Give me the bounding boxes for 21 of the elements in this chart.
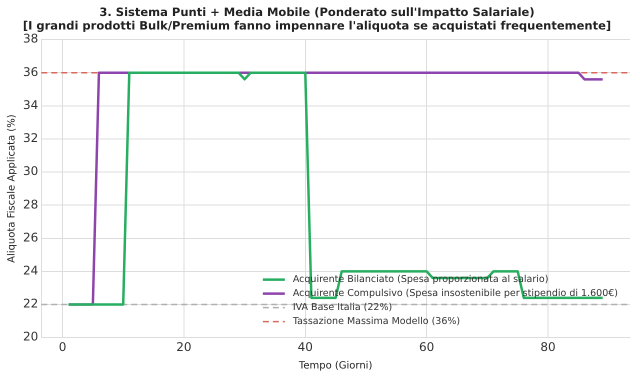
y-axis-title: Aliquota Fiscale Applicata (%) bbox=[6, 114, 18, 263]
y-tick-label: 36 bbox=[22, 64, 38, 79]
y-tick-label: 22 bbox=[22, 296, 38, 311]
y-tick-label: 32 bbox=[22, 131, 38, 146]
legend-label: Tassazione Massima Modello (36%) bbox=[292, 316, 460, 328]
y-tick-label: 20 bbox=[22, 330, 38, 344]
y-tick-label: 26 bbox=[22, 230, 38, 244]
y-tick-label: 28 bbox=[22, 197, 38, 212]
x-tick-label: 80 bbox=[540, 340, 556, 354]
x-axis-title: Tempo (Giorni) bbox=[298, 360, 372, 372]
x-tick-label: 40 bbox=[298, 340, 313, 354]
y-tick-label: 38 bbox=[22, 32, 38, 46]
y-tick-label: 30 bbox=[22, 164, 38, 178]
x-tick-label: 20 bbox=[176, 340, 192, 354]
ref-line-label: IVA Base Italia (22%) bbox=[292, 302, 392, 314]
x-tick-label: 0 bbox=[58, 340, 66, 354]
y-tick-label: 24 bbox=[22, 264, 38, 278]
chart-title: 3. Sistema Punti + Media Mobile (Ponderato sull'Impatto Salariale) bbox=[99, 4, 535, 19]
x-tick-label: 60 bbox=[419, 340, 434, 354]
chart-subtitle: [I grandi prodotti Bulk/Premium fanno impennare l'aliquota se acquistati frequentemente] bbox=[22, 18, 612, 33]
y-tick-label: 34 bbox=[22, 98, 38, 112]
